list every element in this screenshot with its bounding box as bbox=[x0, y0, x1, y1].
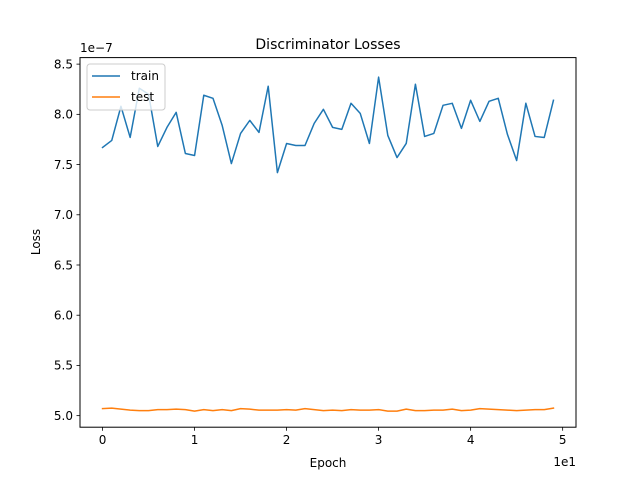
y-tick-label: 8.5 bbox=[54, 57, 73, 71]
chart-title: Discriminator Losses bbox=[255, 37, 400, 53]
y-tick-label: 7.5 bbox=[54, 158, 73, 172]
y-tick-label: 7.0 bbox=[54, 208, 73, 222]
x-offset-label: 1e1 bbox=[553, 455, 576, 469]
axes-frame bbox=[79, 57, 577, 428]
x-tick-label: 4 bbox=[467, 433, 475, 447]
series-line-test bbox=[101, 407, 555, 412]
y-tick-label: 5.5 bbox=[54, 359, 73, 373]
legend-label-test: test bbox=[131, 90, 154, 104]
x-tick-label: 2 bbox=[283, 433, 291, 447]
legend: train test bbox=[86, 63, 166, 111]
x-tick-label: 0 bbox=[99, 433, 107, 447]
x-tick-label: 3 bbox=[375, 433, 383, 447]
y-tick-label: 5.0 bbox=[54, 409, 73, 423]
x-tick-label: 5 bbox=[559, 433, 567, 447]
y-offset-label: 1e−7 bbox=[80, 41, 113, 55]
y-tick-label: 6.0 bbox=[54, 309, 73, 323]
legend-label-train: train bbox=[131, 69, 159, 83]
y-tick-label: 6.5 bbox=[54, 258, 73, 272]
y-tick-label: 8.0 bbox=[54, 108, 73, 122]
x-tick-label: 1 bbox=[191, 433, 199, 447]
series-line-train bbox=[101, 76, 555, 174]
axis-ticks: 0 1 2 3 4 5 5.0 5.5 6.0 6.5 7.0 7.5 8.0 8.5 bbox=[54, 57, 567, 447]
plot-area bbox=[101, 76, 555, 412]
x-axis-label: Epoch bbox=[310, 456, 347, 470]
y-axis-label: Loss bbox=[29, 229, 43, 255]
